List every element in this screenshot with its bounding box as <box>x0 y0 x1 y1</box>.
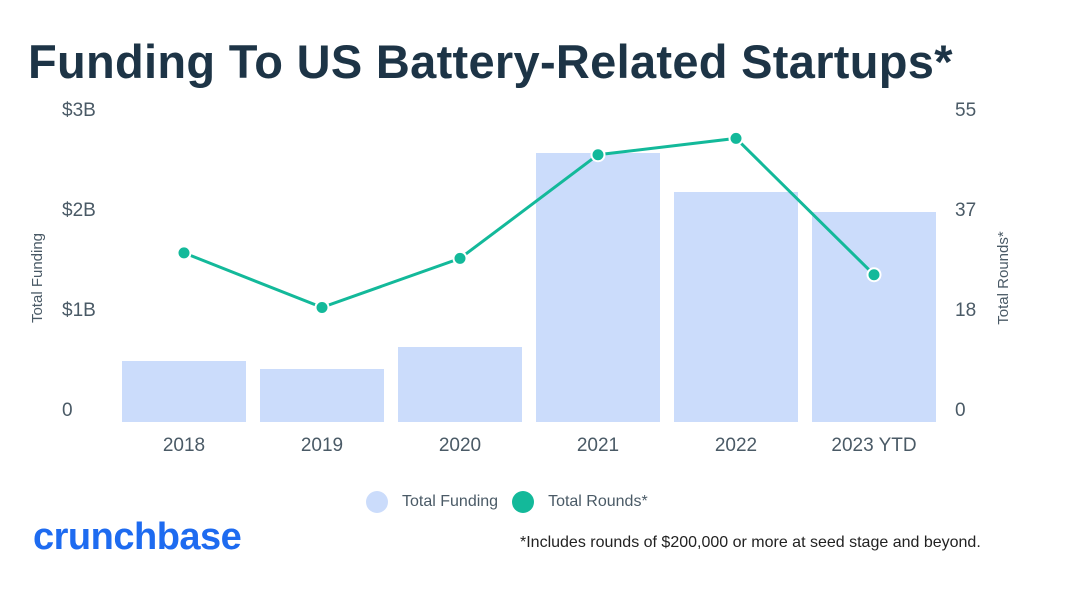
legend-rounds-swatch <box>512 491 535 513</box>
footnote: *Includes rounds of $200,000 or more at … <box>520 534 981 551</box>
chart-title: Funding To US Battery-Related Startups* <box>28 35 953 88</box>
legend-funding-swatch <box>366 491 388 513</box>
x-tick-label: 2021 <box>577 435 619 456</box>
bar-2021 <box>536 153 660 422</box>
x-tick-label: 2018 <box>163 435 205 456</box>
rounds-point-2019 <box>314 299 330 315</box>
x-tick-label: 2020 <box>439 435 481 456</box>
y-tick-label: 0 <box>62 400 73 421</box>
bar-2022 <box>674 192 798 422</box>
y2-tick-label: 55 <box>955 100 976 121</box>
y-tick-label: $2B <box>62 200 96 221</box>
rounds-point-2018 <box>176 245 192 261</box>
x-tick-label: 2019 <box>301 435 343 456</box>
bar-2018 <box>122 361 246 422</box>
y-tick-label: $3B <box>62 100 96 121</box>
y2-tick-label: 37 <box>955 200 976 221</box>
y2-tick-label: 18 <box>955 300 976 321</box>
rounds-line <box>183 136 876 310</box>
y-tick-label: $1B <box>62 300 96 321</box>
crunchbase-logo: crunchbase <box>33 516 242 558</box>
bar-2020 <box>398 347 522 422</box>
x-tick-label: 2023 YTD <box>831 435 916 456</box>
legend-rounds-label: Total Rounds* <box>548 493 648 510</box>
rounds-point-2022 <box>728 130 744 146</box>
legend-funding-label: Total Funding <box>402 493 499 510</box>
rounds-point-2021 <box>590 147 606 163</box>
bar-2023-YTD <box>812 212 936 422</box>
y2-axis-label: Total Rounds* <box>995 231 1012 325</box>
legend: Total Funding Total Rounds* <box>366 491 648 513</box>
rounds-point-2023-YTD <box>866 267 882 283</box>
bar-2019 <box>260 369 384 422</box>
x-tick-label: 2022 <box>715 435 757 456</box>
rounds-point-2020 <box>452 250 468 266</box>
y-axis-label: Total Funding <box>29 233 46 323</box>
y2-tick-label: 0 <box>955 400 966 421</box>
